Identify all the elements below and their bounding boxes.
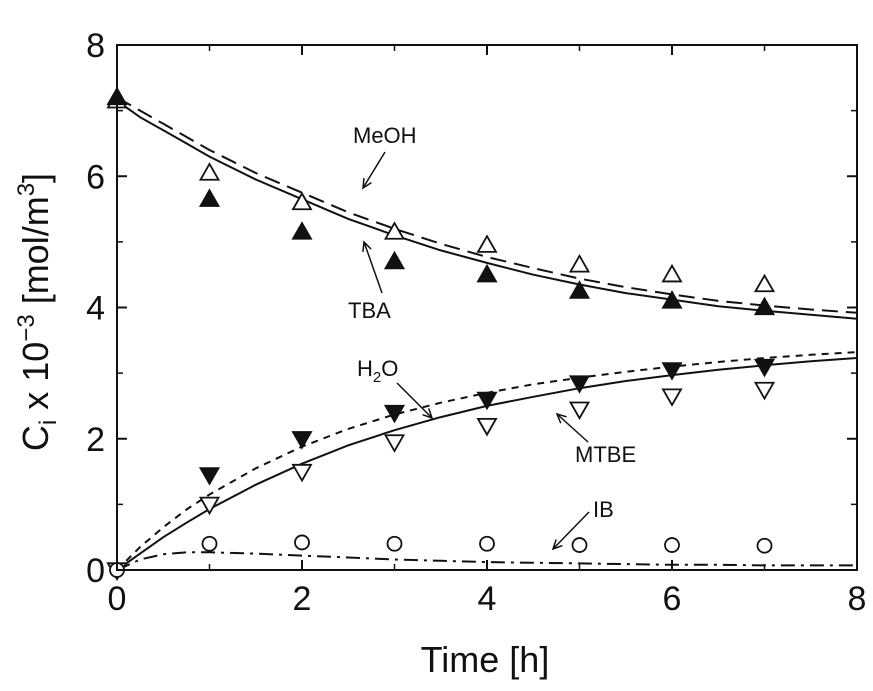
- data-point-h2o: [198, 467, 221, 486]
- model-curve-meoh: [116, 96, 858, 314]
- model-curve-h2o: [116, 351, 858, 571]
- data-point-h2o: [291, 431, 313, 450]
- annotation-label: MeOH: [353, 123, 417, 148]
- data-point-ib: [386, 535, 403, 552]
- model-curve-ib: [116, 551, 857, 571]
- y-axis-label: Ci x 10−3 [mol/m3]: [13, 173, 62, 451]
- data-point-meoh: [383, 221, 406, 240]
- data-point-meoh: [291, 191, 313, 211]
- data-point-ib: [294, 534, 310, 551]
- annotation-arrowhead: [362, 240, 372, 253]
- data-point-ib: [479, 535, 495, 552]
- annotation-arrowhead: [362, 177, 372, 190]
- data-point-tba: [383, 250, 406, 270]
- data-point-mtbe: [291, 463, 313, 483]
- data-point-tba: [661, 290, 683, 309]
- y-label-sup: −3: [13, 314, 40, 341]
- data-point-mtbe: [568, 401, 591, 421]
- annotation-label-main: H: [357, 356, 373, 381]
- data-point-mtbe: [753, 381, 776, 401]
- x-tick-label: 2: [293, 580, 312, 618]
- model-curve-tba: [116, 99, 858, 320]
- y-label-unit-post: ]: [15, 173, 56, 183]
- data-point-meoh: [753, 273, 776, 293]
- annotation-arrowhead: [422, 408, 434, 420]
- data-point-ib: [571, 537, 588, 553]
- data-point-h2o: [753, 358, 776, 378]
- data-point-tba: [568, 280, 591, 299]
- y-tick-label: 8: [86, 27, 105, 65]
- data-point-h2o: [476, 391, 498, 411]
- y-label-main: C: [15, 425, 56, 451]
- y-label-unit-pre: [mol/m: [15, 196, 56, 314]
- axis-ticks: 0 2 4 6 8 0 2 4 6 8: [86, 27, 866, 618]
- x-tick-label: 4: [478, 580, 497, 618]
- data-point-tba: [291, 221, 313, 240]
- plot-frame: [116, 44, 858, 571]
- y-label-mid: x 10: [15, 342, 56, 420]
- annotations: MeOH TBA H2O MTBE IB: [348, 123, 636, 551]
- data-point-ib: [756, 537, 773, 554]
- data-point-tba: [476, 263, 498, 283]
- data-points: [106, 86, 776, 581]
- annotation-arrow: [362, 151, 386, 189]
- x-axis-label: Time [h]: [421, 639, 550, 680]
- annotation-arrow: [396, 382, 433, 419]
- data-point-mtbe: [198, 496, 221, 516]
- y-tick-label: 2: [86, 421, 105, 459]
- annotation-label: MTBE: [575, 442, 636, 467]
- data-point-meoh: [661, 263, 683, 283]
- y-tick-label: 0: [86, 552, 105, 590]
- annotation-arrow: [556, 413, 589, 443]
- annotation-label-post: O: [381, 356, 398, 381]
- data-point-mtbe: [383, 434, 406, 453]
- annotation-label: TBA: [348, 298, 391, 323]
- data-point-meoh: [568, 254, 591, 273]
- data-point-tba: [753, 296, 776, 316]
- x-tick-label: 0: [108, 580, 127, 618]
- data-point-ib: [201, 535, 218, 552]
- model-curve-mtbe: [116, 357, 858, 571]
- data-point-h2o: [383, 404, 406, 424]
- y-tick-label: 4: [86, 290, 105, 328]
- annotation-arrow: [363, 241, 383, 294]
- model-curves: [116, 96, 858, 571]
- annotation-arrowhead: [551, 539, 563, 551]
- data-point-ib: [664, 537, 680, 553]
- annotation-label: H2O: [357, 356, 398, 386]
- data-point-tba: [198, 188, 221, 207]
- data-point-h2o: [568, 375, 591, 394]
- annotation-arrowhead: [555, 412, 567, 424]
- x-tick-label: 6: [663, 580, 682, 618]
- x-tick-label: 8: [848, 580, 867, 618]
- annotation-label: IB: [593, 497, 614, 522]
- data-point-meoh: [476, 234, 498, 253]
- data-point-mtbe: [476, 417, 498, 437]
- y-tick-label: 6: [86, 158, 105, 196]
- annotation-label-sub: 2: [373, 369, 381, 386]
- y-label-sub: i: [35, 420, 62, 425]
- data-point-mtbe: [661, 388, 683, 407]
- annotation-arrow: [552, 511, 590, 550]
- y-label-unit-sup: 3: [13, 183, 40, 196]
- data-point-h2o: [661, 362, 683, 381]
- data-point-meoh: [198, 162, 221, 181]
